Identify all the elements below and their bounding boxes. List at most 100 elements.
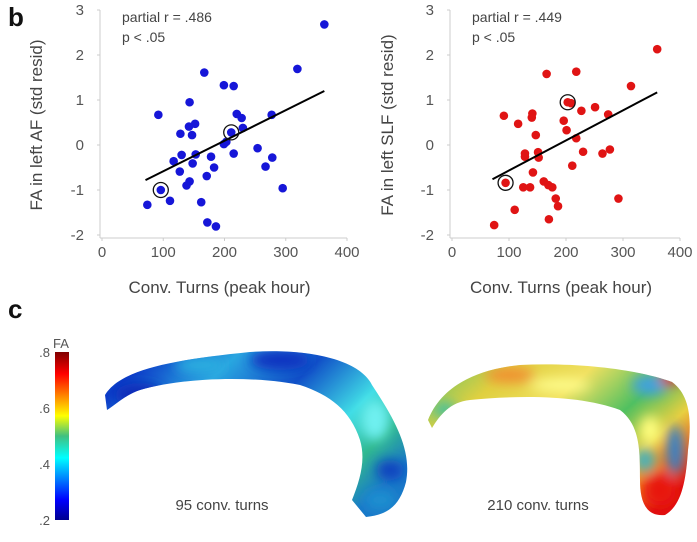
x-axis-label: Conv. Turns (peak hour): [128, 278, 310, 297]
data-point: [229, 149, 238, 158]
y-tick-label: 0: [76, 137, 84, 154]
data-point: [293, 64, 302, 74]
scatter-plot-af: -2 -1 0 1 2 3 0 100 200 300 400 Conv. Turns (peak h…: [27, 2, 360, 297]
data-point: [614, 194, 623, 203]
data-point: [559, 116, 569, 125]
data-point: [525, 183, 535, 192]
x-axis-label: Conv. Turns (peak hour): [470, 278, 652, 297]
data-point: [253, 143, 262, 153]
y-tick-label: 2: [426, 47, 434, 64]
data-point: [175, 167, 185, 176]
data-point: [577, 106, 586, 116]
data-point: [143, 200, 152, 210]
y-tick-label: -2: [71, 227, 84, 244]
x-tick-label: 100: [151, 244, 176, 261]
y-tick-label: -2: [421, 227, 434, 244]
data-point: [156, 185, 166, 195]
data-point: [196, 197, 206, 207]
data-point: [209, 163, 219, 172]
y-tick-label: 1: [76, 92, 84, 109]
data-point: [518, 183, 528, 192]
colorbar-title: FA: [53, 336, 69, 351]
data-point: [590, 102, 600, 112]
x-tick-label: 200: [212, 244, 237, 261]
data-point: [199, 68, 209, 77]
colorbar-tick: .8: [39, 345, 50, 360]
data-point: [551, 194, 561, 203]
caption-low-turns: 95 conv. turns: [175, 497, 268, 514]
data-point: [528, 168, 538, 177]
data-point: [566, 98, 576, 108]
data-point: [184, 122, 194, 131]
data-point: [652, 44, 662, 54]
data-point: [513, 119, 523, 129]
colorbar-tick: .2: [39, 513, 50, 528]
x-tick-label: 400: [667, 244, 692, 261]
data-point: [154, 110, 163, 120]
partial-r-text: partial r = .449: [472, 9, 562, 25]
data-point: [206, 152, 216, 161]
data-point: [177, 150, 186, 160]
data-point: [202, 171, 212, 181]
y-tick-label: 3: [76, 2, 84, 19]
y-tick-label: 1: [426, 92, 434, 109]
panel-label-c: c: [8, 294, 22, 324]
partial-r-text: partial r = .486: [122, 9, 212, 25]
data-point: [542, 69, 551, 79]
data-point: [605, 145, 615, 154]
y-tick-label: 3: [426, 2, 434, 19]
data-point: [578, 147, 588, 157]
data-point: [520, 152, 530, 161]
x-tick-label: 300: [273, 244, 298, 261]
y-tick-label: 2: [76, 47, 84, 64]
panel-label-b: b: [8, 2, 24, 32]
y-tick-label: 0: [426, 137, 434, 154]
colorbar-gradient: [55, 352, 69, 520]
data-point: [562, 125, 571, 135]
data-point: [489, 220, 499, 230]
data-point: [165, 196, 175, 206]
data-point: [553, 201, 563, 211]
data-point: [261, 162, 270, 171]
scatter-plot-slf: -2 -1 0 1 2 3 0 100 200 300 400 Conv. Turns (peak h…: [378, 2, 693, 297]
data-point: [226, 128, 236, 137]
data-point: [182, 181, 191, 190]
highlight-ring: [497, 174, 514, 191]
data-point: [188, 159, 197, 168]
y-tick-label: -1: [71, 182, 84, 199]
data-point: [229, 81, 238, 91]
data-point: [219, 80, 229, 90]
regression-line: [145, 90, 325, 181]
data-point: [567, 161, 577, 170]
data-point: [211, 222, 221, 231]
p-value-text: p < .05: [122, 29, 165, 45]
y-axis-label: FA in left SLF (std resid): [378, 34, 397, 215]
highlight-ring: [223, 124, 240, 141]
x-tick-label: 400: [334, 244, 359, 261]
data-point: [499, 111, 509, 121]
y-tick-label: -1: [421, 182, 434, 199]
data-point: [203, 218, 212, 227]
data-point: [237, 113, 246, 123]
data-point: [501, 178, 510, 188]
data-point: [527, 113, 537, 122]
data-point: [626, 81, 636, 91]
data-point: [278, 183, 287, 193]
data-point: [169, 156, 178, 166]
x-tick-label: 0: [448, 244, 456, 261]
highlight-ring: [152, 181, 169, 199]
data-point: [320, 20, 329, 29]
colorbar-tick: .6: [39, 401, 50, 416]
data-point: [571, 67, 581, 76]
regression-line: [492, 91, 658, 181]
highlight-ring: [559, 94, 576, 111]
caption-high-turns: 210 conv. turns: [487, 497, 588, 514]
x-tick-label: 0: [98, 244, 106, 261]
data-point: [267, 153, 277, 162]
data-point: [510, 205, 519, 215]
data-point: [544, 214, 554, 224]
data-point: [187, 130, 197, 140]
y-axis-label: FA in left AF (std resid): [27, 39, 46, 210]
x-tick-label: 100: [496, 244, 521, 261]
